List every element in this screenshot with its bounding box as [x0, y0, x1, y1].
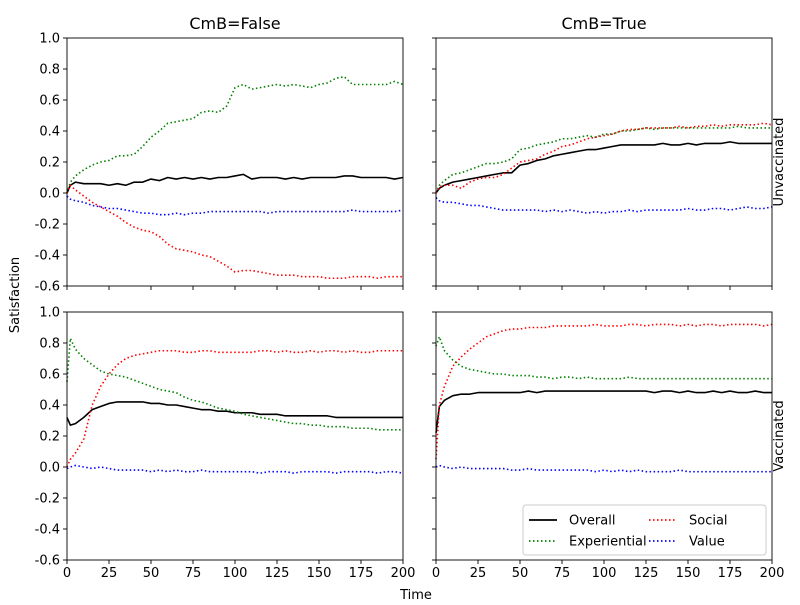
x-tick-label: 150 [307, 566, 332, 581]
row-label: Unvaccinated [772, 118, 787, 207]
x-tick-label: 0 [432, 566, 440, 581]
x-tick-label: 50 [512, 566, 529, 581]
legend-label: Experiential [569, 535, 647, 550]
x-tick-label: 125 [634, 566, 659, 581]
legend-label: Value [689, 535, 725, 550]
series-line-value [66, 464, 404, 475]
series-line-value [66, 195, 404, 216]
x-tick-label: 150 [676, 566, 701, 581]
x-tick-label: 50 [143, 566, 160, 581]
legend-item-overall: Overall [529, 514, 615, 529]
y-tick-label: 0.4 [39, 399, 60, 414]
panel-0-0: -0.6 -0.4 -0.2 0.0 0.2 0.4 0.6 0.8 1.0 CmB=False [35, 14, 404, 295]
y-tick-label: -0.4 [35, 523, 60, 538]
series-line-social [435, 122, 773, 194]
x-tick-label: 0 [63, 566, 71, 581]
y-tick-label: 0.4 [39, 125, 60, 140]
x-tick-label: 25 [101, 566, 118, 581]
y-tick-label: -0.6 [35, 280, 60, 295]
legend-item-experiential: Experiential [529, 535, 647, 550]
x-tick-label: 100 [223, 566, 248, 581]
series-line-overall [66, 401, 403, 426]
x-axis-label: Time [399, 588, 432, 600]
x-tick-label: 100 [592, 566, 617, 581]
series-line-experiential [435, 335, 772, 380]
legend-label: Social [689, 514, 728, 529]
y-tick-label: 0.2 [39, 430, 60, 445]
y-tick-label: -0.4 [35, 249, 60, 264]
series-line-value [435, 464, 772, 473]
x-tick-label: 175 [349, 566, 374, 581]
y-tick-label: -0.6 [35, 554, 60, 569]
series-line-experiential [66, 337, 403, 431]
series-line-overall [66, 173, 404, 194]
x-tick-label: 25 [470, 566, 487, 581]
panel-0-1: CmB=True Unvaccinated [432, 14, 787, 290]
legend-box [522, 504, 767, 556]
legend-item-social: Social [649, 514, 728, 529]
series-line-overall [435, 141, 772, 194]
y-tick-label: 1.0 [39, 306, 60, 321]
y-tick-label: -0.2 [35, 492, 60, 507]
y-tick-label: 0.0 [39, 187, 60, 202]
y-tick-label: 0.8 [39, 337, 60, 352]
y-tick-label: 1.0 [39, 32, 60, 47]
x-tick-label: 75 [185, 566, 202, 581]
panels-layer: -0.6 -0.4 -0.2 0.0 0.2 0.4 0.6 0.8 1.0 CmB=False C… [35, 14, 787, 581]
x-tick-label: 200 [760, 566, 785, 581]
legend-label: Overall [569, 514, 615, 529]
y-tick-label: 0.6 [39, 94, 60, 109]
panel-1-1: 0 25 50 75 100 125 150 175 200 Vaccinated [432, 311, 787, 581]
panel-frame [435, 37, 773, 287]
column-title: CmB=False [189, 14, 280, 33]
y-tick-label: 0.0 [39, 461, 60, 476]
x-tick-label: 175 [718, 566, 743, 581]
x-tick-label: 200 [391, 566, 416, 581]
y-axis-label: Satisfaction [8, 257, 23, 333]
legend: Overall Experiential Social Value [522, 504, 767, 556]
series-line-social [66, 184, 403, 280]
panel-frame [66, 311, 404, 561]
y-tick-label: 0.2 [39, 156, 60, 171]
x-tick-label: 75 [554, 566, 571, 581]
legend-item-value: Value [649, 535, 725, 550]
y-tick-label: 0.6 [39, 368, 60, 383]
x-tick-label: 125 [265, 566, 290, 581]
panel-1-0: 0 25 50 75 100 125 150 175 200 -0.6 -0.4 -0.2 0.0 0.2… [35, 306, 416, 582]
series-line-value [435, 197, 773, 214]
y-tick-label: -0.2 [35, 218, 60, 233]
series-line-social [66, 349, 403, 468]
panel-frame [66, 37, 404, 287]
series-line-experiential [66, 75, 404, 194]
column-title: CmB=True [561, 14, 646, 33]
series-line-overall [435, 390, 772, 434]
row-label: Vaccinated [772, 400, 787, 471]
y-tick-label: 0.8 [39, 63, 60, 78]
